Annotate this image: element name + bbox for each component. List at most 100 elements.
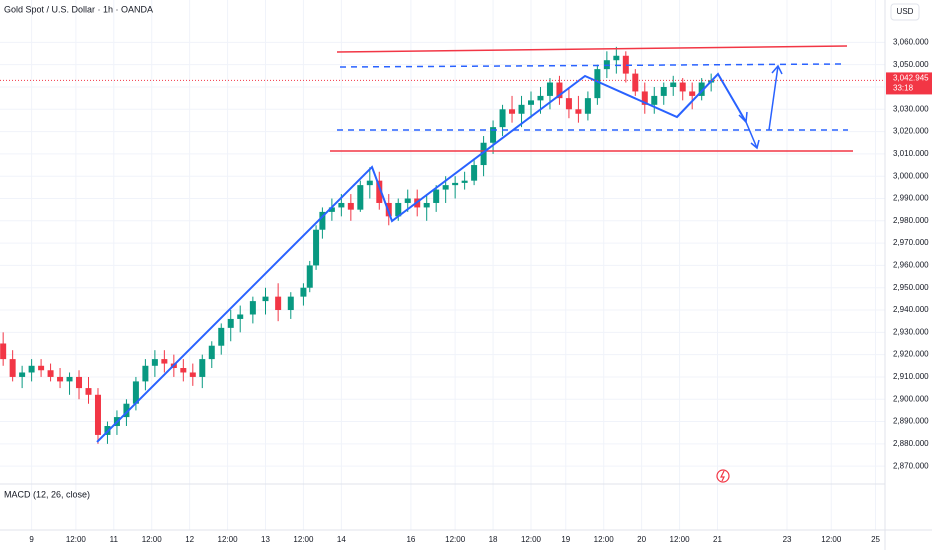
y-tick-label: 3,050.000 — [893, 60, 929, 69]
candle-body — [287, 296, 294, 311]
drawings — [96, 45, 853, 483]
currency-button[interactable] — [890, 3, 920, 21]
currency: USD — [897, 7, 914, 16]
y-tick-label: 2,980.000 — [893, 216, 929, 225]
candle-body — [689, 91, 696, 96]
candle-body — [132, 381, 139, 404]
candle-body — [499, 109, 506, 128]
candle-body — [546, 82, 553, 96]
candle-body — [28, 365, 35, 373]
candle-body — [366, 180, 373, 186]
x-tick-label: 12:00 — [594, 535, 615, 544]
candle-body — [433, 189, 440, 203]
y-tick-label: 2,960.000 — [893, 261, 929, 270]
candle-body — [199, 359, 206, 377]
candle-body — [480, 142, 487, 166]
candle-body — [180, 368, 187, 373]
y-tick-label: 3,030.000 — [893, 104, 929, 113]
x-tick-label: 9 — [29, 535, 34, 544]
y-tick-label: 3,000.000 — [893, 171, 929, 180]
candle-body — [641, 91, 648, 105]
event-icon-bolt — [720, 470, 725, 482]
x-tick-label: 12:00 — [445, 535, 466, 544]
candle-body — [452, 182, 459, 186]
candle-body — [38, 365, 45, 371]
candle-body — [537, 95, 544, 101]
candle-body — [208, 345, 215, 360]
y-tick-label: 3,060.000 — [893, 37, 929, 46]
candle-body — [227, 318, 234, 328]
candle-body — [306, 265, 313, 288]
x-tick-label: 12:00 — [66, 535, 87, 544]
event-icon[interactable] — [716, 469, 730, 483]
candle-body — [518, 104, 525, 114]
y-tick-label: 2,950.000 — [893, 283, 929, 292]
y-tick-label: 2,970.000 — [893, 238, 929, 247]
x-tick-label: 13 — [261, 535, 270, 544]
candle-body — [347, 202, 354, 210]
candle-body — [262, 296, 269, 302]
candle-body — [76, 376, 83, 389]
candle-body — [47, 370, 54, 377]
grid — [0, 0, 885, 530]
arrow — [768, 65, 779, 131]
candle-body — [594, 69, 601, 99]
candle-body — [94, 394, 101, 435]
candle-body — [556, 82, 563, 99]
zigzag — [96, 72, 747, 443]
candle-body — [19, 372, 26, 377]
candle-body — [584, 98, 591, 114]
candle-body — [698, 82, 705, 96]
candle-body — [189, 372, 196, 377]
candle-body — [85, 388, 92, 395]
x-tick-label: 25 — [871, 535, 880, 544]
axes: 2,870.000 2,880.000 2,890.000 2,900.000 2,91… — [0, 37, 932, 544]
candle-body — [490, 127, 497, 143]
candle-body — [66, 376, 73, 382]
candle-body — [423, 202, 430, 208]
candle-body — [622, 55, 629, 74]
candles — [0, 46, 715, 444]
resistance-line — [336, 45, 848, 53]
candle-body — [395, 202, 402, 217]
indicator-label: MACD (12, 26, close) — [4, 489, 90, 499]
x-tick-label: 16 — [406, 535, 415, 544]
candle-body — [319, 211, 326, 230]
x-tick-label: 12:00 — [293, 535, 314, 544]
candle-body — [442, 185, 449, 190]
candle-body — [57, 376, 64, 382]
candle-body — [249, 301, 256, 315]
x-tick-label: 12:00 — [218, 535, 239, 544]
y-tick-label: 2,880.000 — [893, 439, 929, 448]
x-tick-label: 21 — [713, 535, 722, 544]
candle-body — [218, 327, 225, 346]
candle-body — [509, 109, 516, 114]
x-tick-label: 23 — [783, 535, 792, 544]
candle-body — [313, 229, 320, 266]
candle-body — [632, 73, 639, 92]
candle-body — [328, 207, 335, 212]
dashed-line — [339, 63, 843, 68]
y-tick-label: 3,020.000 — [893, 127, 929, 136]
y-tick-label: 2,890.000 — [893, 417, 929, 426]
candle-body — [300, 287, 307, 297]
y-tick-label: 2,920.000 — [893, 350, 929, 359]
candle-body — [565, 98, 572, 110]
y-tick-label: 2,940.000 — [893, 305, 929, 314]
candle-body — [376, 180, 383, 203]
candle-body — [670, 82, 677, 87]
x-tick-label: 12 — [185, 535, 194, 544]
last-price-box — [886, 72, 932, 95]
candle-body — [9, 359, 16, 377]
candle-body — [404, 198, 411, 203]
y-tick-label: 2,900.000 — [893, 394, 929, 403]
candle-body — [613, 55, 620, 61]
x-tick-label: 18 — [489, 535, 498, 544]
arrow — [745, 121, 758, 149]
candle-body — [338, 202, 345, 208]
chart-title: Gold Spot / U.S. Dollar · 1h · OANDA — [4, 4, 153, 14]
arrow-head — [750, 139, 760, 150]
countdown: 33:18 — [893, 84, 914, 93]
